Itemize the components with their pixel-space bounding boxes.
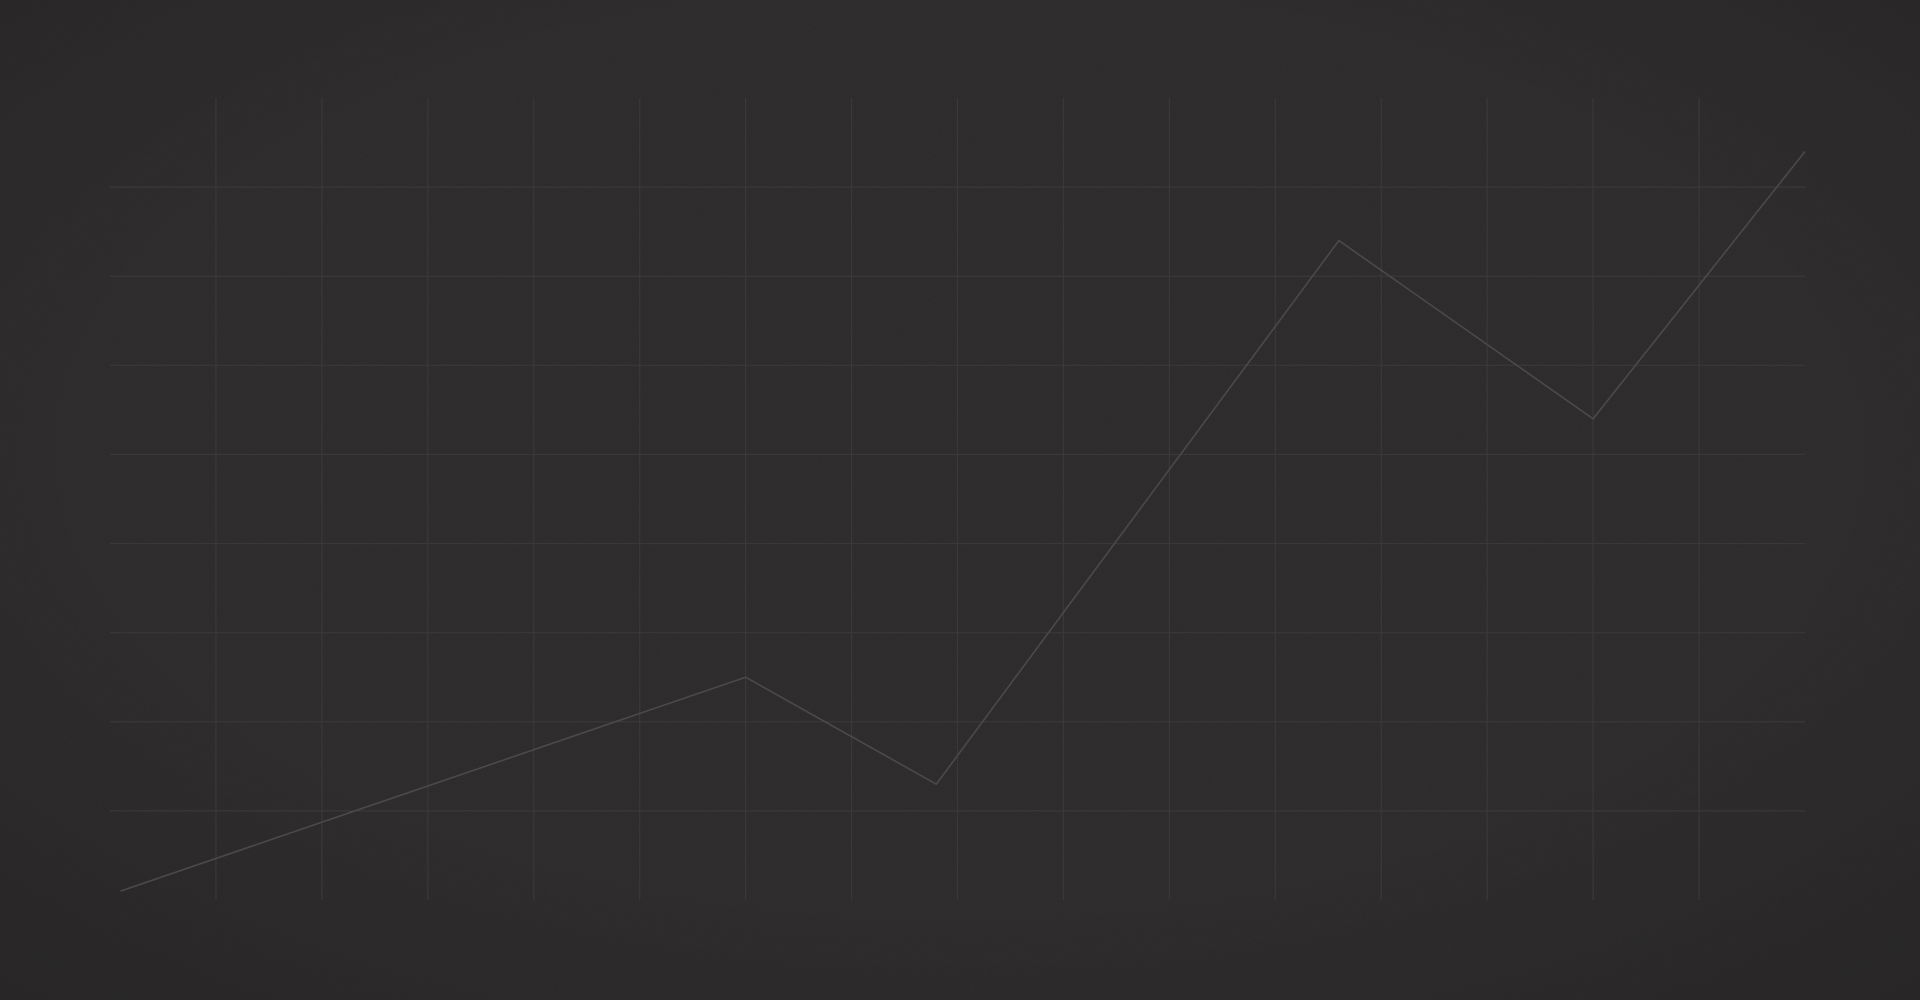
line-series	[120, 150, 1806, 892]
